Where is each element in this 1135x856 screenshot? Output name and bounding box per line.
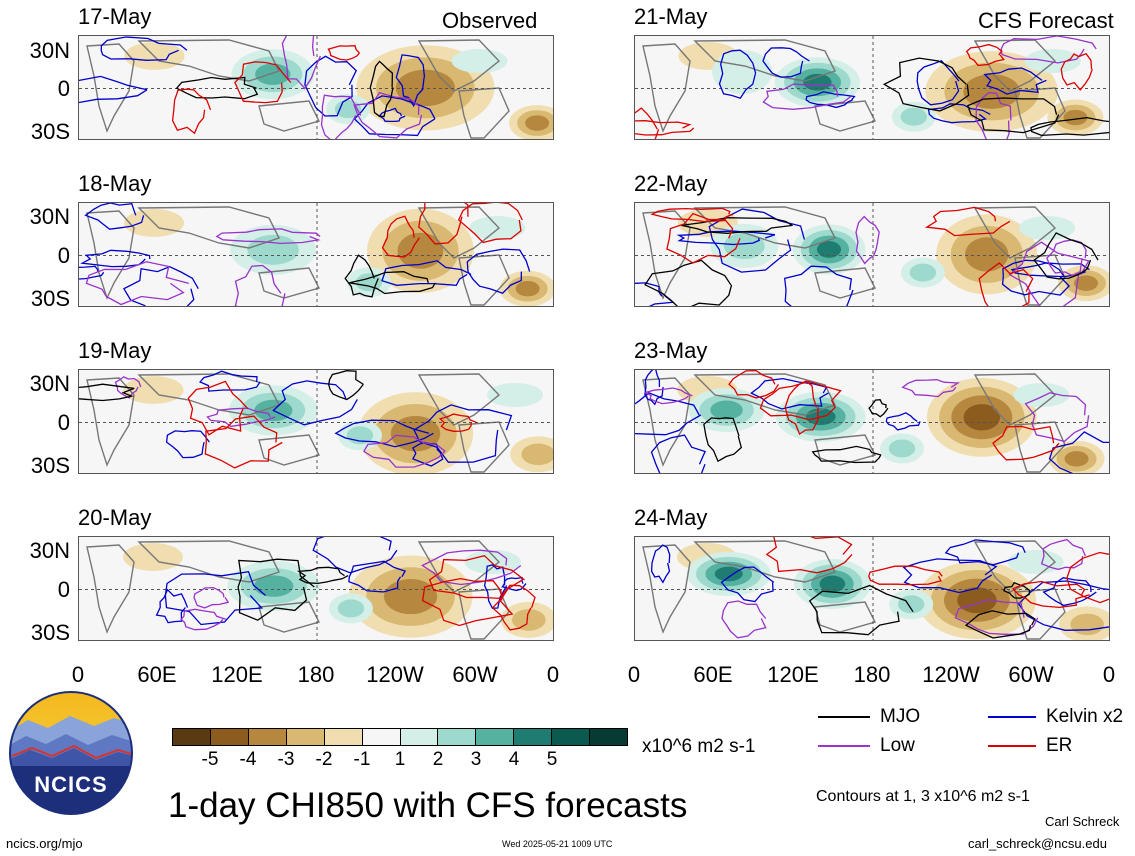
colorbar-swatch [209,729,248,745]
map-panel-forecast-3 [634,369,1110,474]
forecast-header: CFS Forecast [978,8,1114,33]
lat-label-30s: 30S [30,286,70,311]
colorbar-label: -2 [315,749,333,770]
colorbar [172,728,628,746]
map-field [79,36,553,139]
legend-low-line [818,745,870,747]
lat-label-30n: 30N [29,204,70,229]
colorbar-units: x10^6 m2 s-1 [642,736,756,757]
colorbar-swatch [589,729,628,745]
map-field [635,36,1109,139]
observed-header: Observed [442,8,538,33]
colorbar-swatch [437,729,476,745]
lon-label: 60W [1008,662,1054,687]
legend-er-label: ER [1046,735,1073,756]
colorbar-label: 5 [546,749,558,770]
map-field [635,537,1109,640]
colorbar-label: 2 [432,749,444,770]
lat-label-eq: 0 [57,577,70,602]
legend-er-line [988,745,1036,747]
panel-date-observed-1: 17-May [78,4,152,29]
lon-label: 0 [71,662,85,687]
main-title: 1-day CHI850 with CFS forecasts [168,786,688,825]
lon-label: 120W [922,662,980,687]
colorbar-swatch [247,729,286,745]
lon-label: 60E [693,662,733,687]
footer-author: Carl Schreck [1045,814,1120,829]
lat-label-eq: 0 [57,410,70,435]
lat-label-eq: 0 [57,76,70,101]
lon-label: 0 [1102,662,1116,687]
colorbar-swatch [475,729,514,745]
colorbar-swatch [513,729,552,745]
lat-label-30n: 30N [29,538,70,563]
panel-date-observed-4: 20-May [78,505,152,530]
map-field [635,203,1109,306]
map-panel-forecast-1 [634,35,1110,140]
colorbar-swatch [361,729,400,745]
map-panel-observed-4 [78,536,554,641]
map-field [635,370,1109,473]
colorbar-label: -3 [277,749,295,770]
panel-date-forecast-4: 24-May [634,505,708,530]
map-panel-observed-2 [78,202,554,307]
map-panel-forecast-4 [634,536,1110,641]
colorbar-swatch [399,729,438,745]
lon-label: 180 [853,662,891,687]
panel-date-observed-2: 18-May [78,171,152,196]
colorbar-label: -4 [239,749,257,770]
logo-text: NCICS [34,772,108,797]
panel-date-forecast-2: 22-May [634,171,708,196]
lon-label: 120E [767,662,819,687]
panel-date-forecast-1: 21-May [634,4,708,29]
colorbar-label: -1 [353,749,371,770]
lon-label: 60W [452,662,498,687]
lat-label-30s: 30S [30,119,70,144]
legend-kelvin-line [988,716,1036,718]
map-panel-observed-1 [78,35,554,140]
legend-low-label: Low [880,735,915,756]
lon-label: 60E [137,662,177,687]
lon-label: 0 [627,662,641,687]
colorbar-label: 4 [508,749,520,770]
lon-label: 120E [211,662,263,687]
lat-label-30s: 30S [30,453,70,478]
footer-url[interactable]: ncics.org/mjo [6,836,83,851]
colorbar-label: 3 [470,749,482,770]
colorbar-label: -5 [201,749,219,770]
lat-label-eq: 0 [57,243,70,268]
lat-label-30s: 30S [30,620,70,645]
lat-label-30n: 30N [29,371,70,396]
footer-timestamp: Wed 2025-05-21 1009 UTC [502,839,613,849]
lon-label: 180 [297,662,335,687]
colorbar-swatch [551,729,590,745]
legend-mjo-label: MJO [880,706,921,727]
contour-note: Contours at 1, 3 x10^6 m2 s-1 [816,788,1030,805]
map-field [79,203,553,306]
map-panel-observed-3 [78,369,554,474]
map-panel-forecast-2 [634,202,1110,307]
legend-mjo-line [818,716,870,718]
footer-email[interactable]: carl_schreck@ncsu.edu [968,836,1107,851]
lat-label-30n: 30N [29,38,70,63]
colorbar-swatch [323,729,362,745]
legend-kelvin-label: Kelvin x2 [1046,706,1124,727]
colorbar-swatch [285,729,324,745]
panel-date-forecast-3: 23-May [634,338,708,363]
map-field [79,370,553,473]
map-field [79,537,553,640]
colorbar-swatch [173,729,210,745]
panel-date-observed-3: 19-May [78,338,152,363]
ncics-logo: NCICS [8,690,134,816]
colorbar-label: 1 [394,749,406,770]
lon-label: 120W [366,662,424,687]
lon-label: 0 [546,662,560,687]
